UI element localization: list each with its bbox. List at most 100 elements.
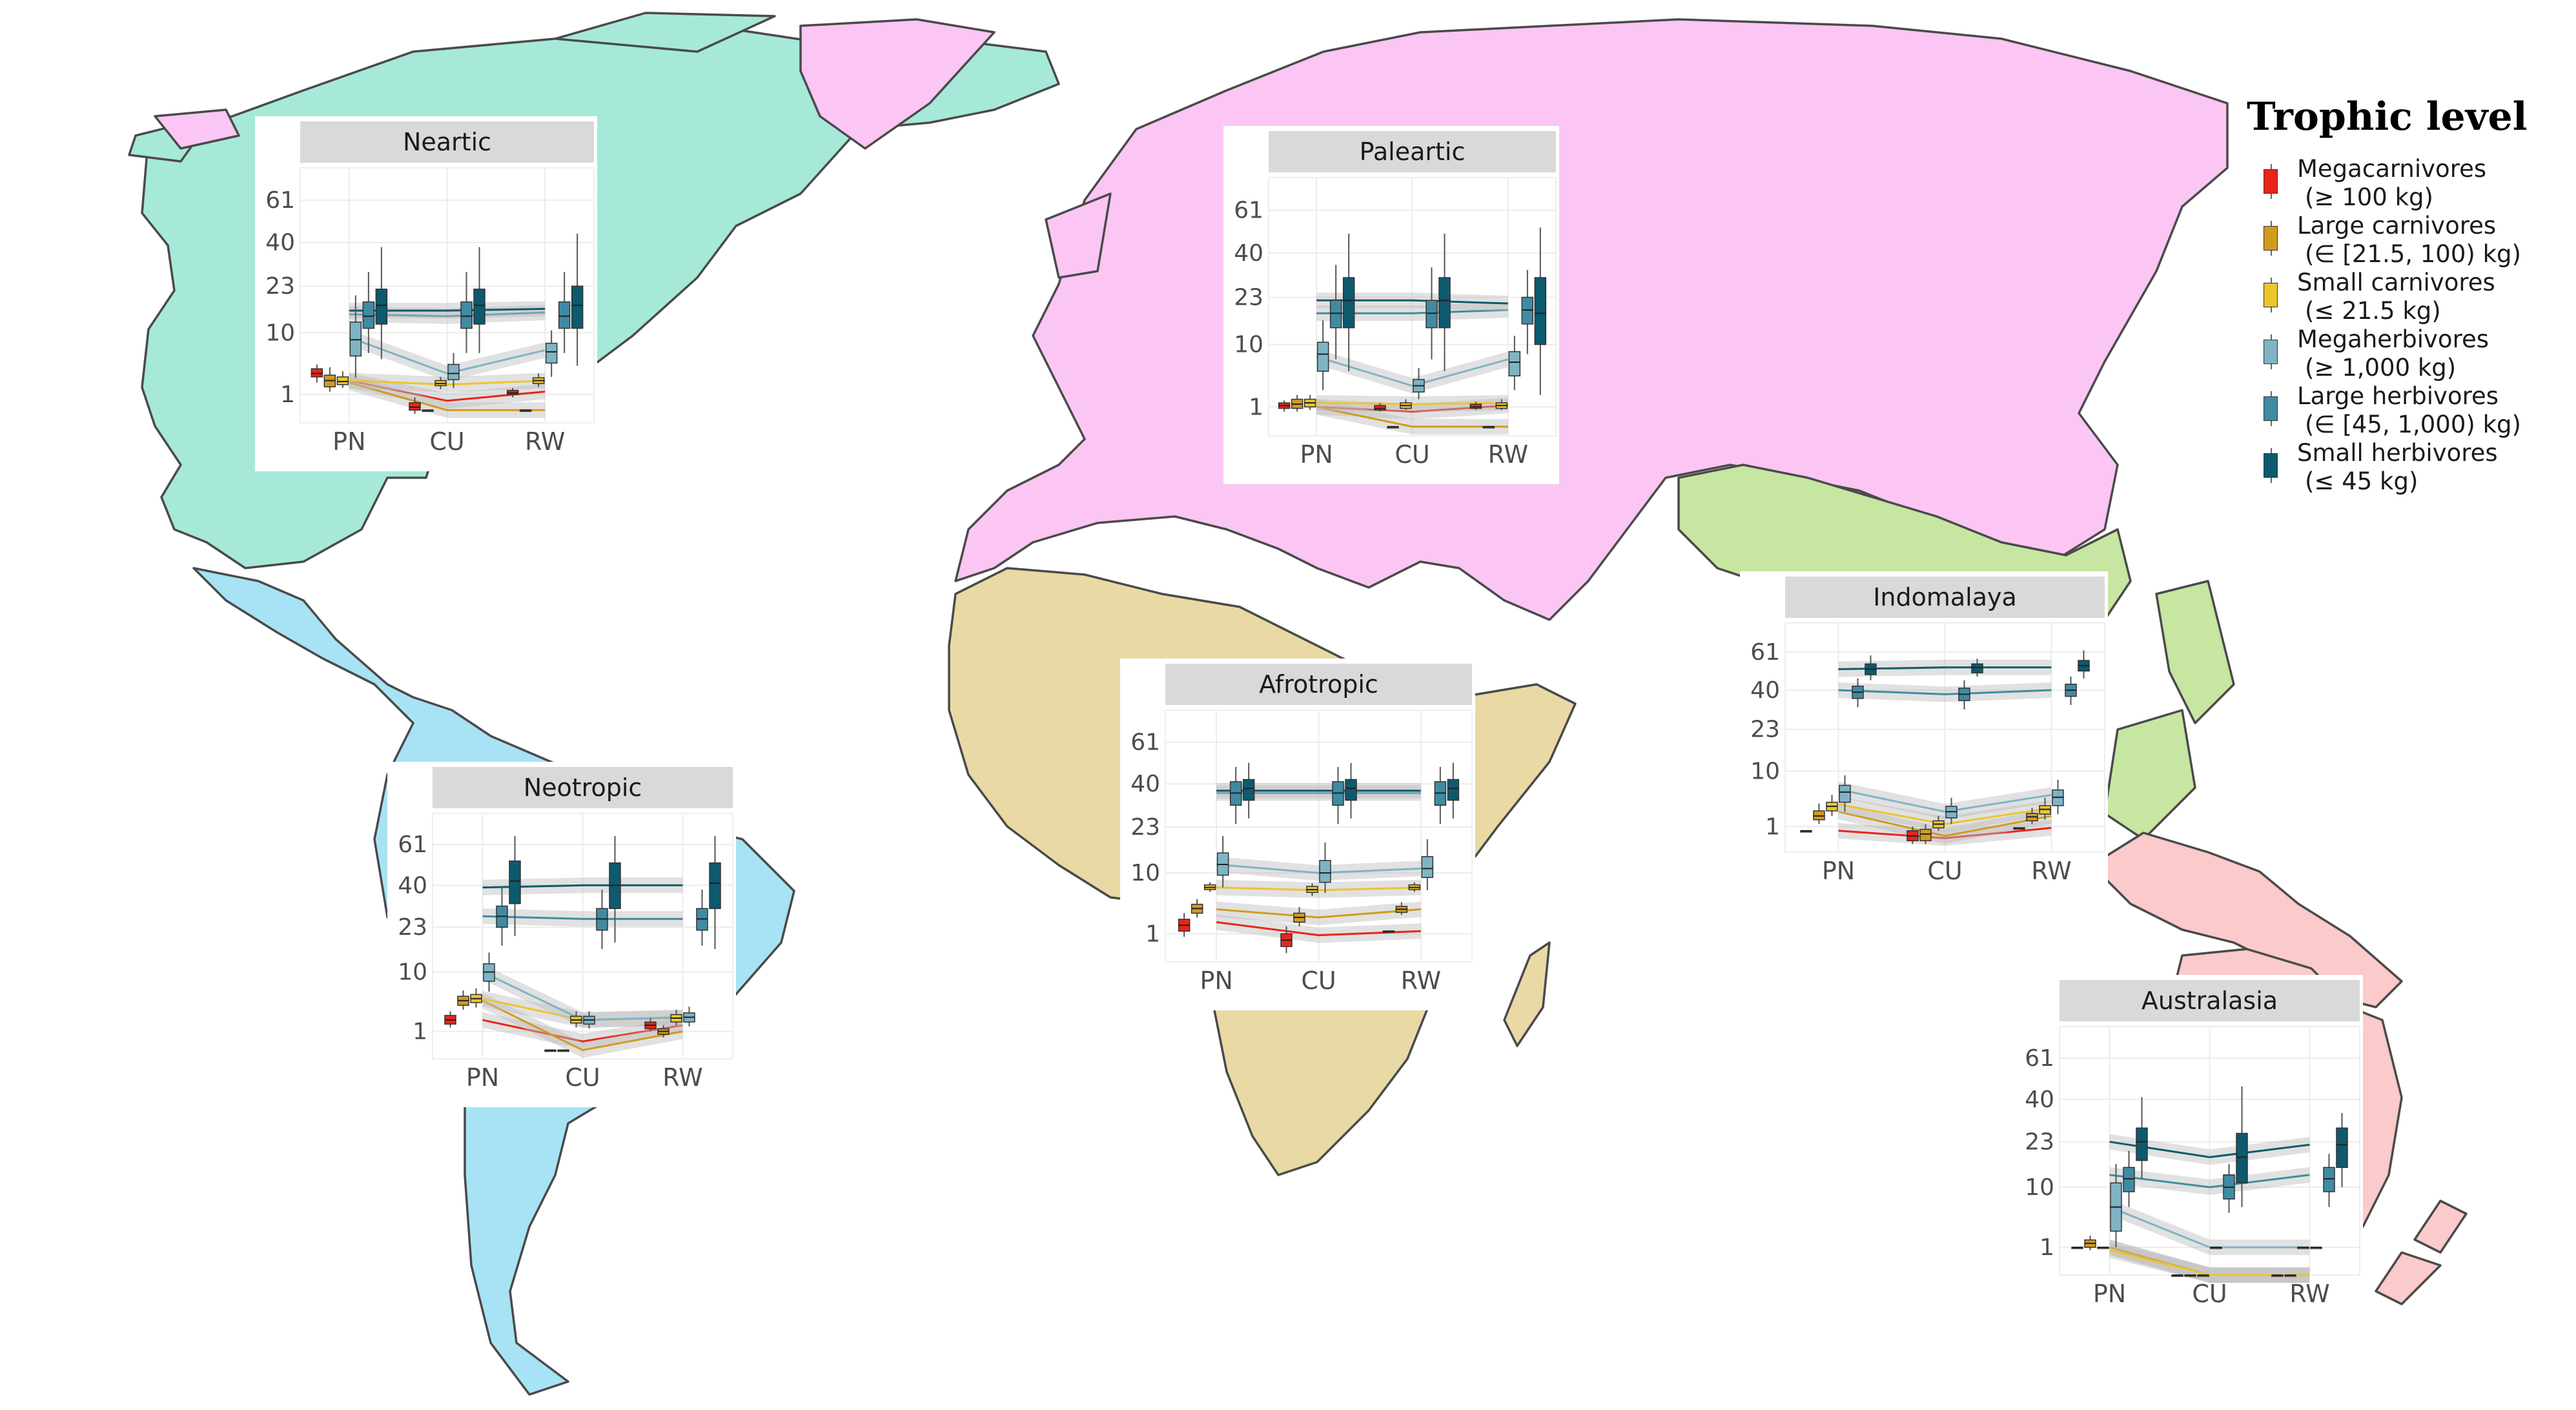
confidence-band <box>1838 781 2052 820</box>
confidence-band <box>1838 796 2052 832</box>
confidence-band <box>2109 1239 2310 1283</box>
x-tick-label: CU <box>1395 440 1429 469</box>
y-tick-label: 61 <box>1130 729 1160 755</box>
y-tick-label: 61 <box>398 832 427 858</box>
box <box>1319 860 1331 883</box>
y-tick-label: 10 <box>1234 332 1263 358</box>
legend-sublabel: (≤ 45 kg) <box>2305 467 2418 495</box>
panel-australasia: Australasia 1 10 23 40 61 PN CU RW <box>2014 975 2363 1323</box>
y-tick-label: 61 <box>1750 639 1780 666</box>
panel-title: Indomalaya <box>1785 577 2105 618</box>
confidence-band <box>1216 914 1421 943</box>
y-tick-label: 23 <box>398 914 427 941</box>
trend-line <box>482 1019 683 1043</box>
y-tick-label: 1 <box>2039 1234 2054 1261</box>
y-tick-label: 1 <box>413 1019 427 1045</box>
box <box>362 301 375 329</box>
legend-key <box>2264 334 2279 369</box>
legend-label: Small carnivores <box>2297 269 2495 296</box>
legend-item-small-carnivores: Small carnivores (≤ 21.5 kg) <box>2240 269 2570 325</box>
y-tick-label: 10 <box>1750 758 1780 784</box>
box <box>1374 405 1386 411</box>
box <box>571 285 584 329</box>
y-tick-label: 23 <box>2025 1129 2054 1156</box>
x-tick-label: PN <box>466 1063 499 1092</box>
trend-line <box>1216 863 1421 874</box>
panel-title: Afrotropic <box>1165 664 1472 705</box>
box <box>1242 779 1255 801</box>
legend-label: Megaherbivores <box>2297 325 2489 353</box>
y-tick-label: 23 <box>1234 285 1263 311</box>
confidence-band <box>1316 399 1508 434</box>
legend-key <box>2264 391 2279 426</box>
confidence-band <box>349 373 546 409</box>
legend-item-megaherbivores: Megaherbivores (≥ 1,000 kg) <box>2240 325 2570 382</box>
trend-line <box>2109 1174 2310 1189</box>
plot-indomalaya: 1 10 23 40 61 PN CU RW <box>1750 622 2105 885</box>
box <box>2336 1127 2348 1169</box>
legend-swatch <box>2264 340 2278 364</box>
confidence-band <box>349 373 546 393</box>
legend-label: Megacarnivores <box>2297 155 2487 183</box>
trend-line <box>1838 788 2052 813</box>
y-tick-label: 10 <box>265 320 295 346</box>
legend-swatch <box>2264 226 2278 250</box>
legend-sublabel: (≥ 1,000 kg) <box>2305 354 2457 382</box>
y-tick-label: 10 <box>2025 1174 2054 1201</box>
box <box>709 862 721 910</box>
plot-afrotropic: 1 10 23 40 61 PN CU RW <box>1130 710 1473 995</box>
box <box>1508 351 1521 377</box>
trend-line <box>482 915 683 920</box>
panel-title: Australasia <box>2060 980 2360 1021</box>
y-tick-label: 23 <box>1750 717 1780 743</box>
plot-paleartic: 1 10 23 40 61 PN CU RW <box>1234 177 1557 469</box>
region-greenland <box>799 18 996 150</box>
y-tick-label: 1 <box>280 382 295 408</box>
box <box>558 301 571 329</box>
legend-label: Large carnivores <box>2297 212 2497 240</box>
panel-afrotropic: Afrotropic 1 10 23 40 61 PN CU RW <box>1120 659 1475 1010</box>
region-australasia <box>2090 832 2403 1008</box>
plot-australasia: 1 10 23 40 61 PN CU RW <box>2025 1026 2360 1308</box>
y-tick-label: 10 <box>398 959 427 986</box>
confidence-band <box>1216 901 1421 926</box>
x-tick-label: PN <box>332 427 365 456</box>
legend-item-large-carnivores: Large carnivores (∈ [21.5, 100) kg) <box>2240 212 2570 269</box>
legend-label: Small herbivores <box>2297 439 2498 467</box>
y-tick-label: 61 <box>1234 198 1263 224</box>
confidence-band <box>2109 1167 2310 1195</box>
box <box>1342 277 1355 329</box>
confidence-band <box>1216 856 1421 881</box>
trend-line <box>1838 826 2052 839</box>
plot-neotropic: 1 10 23 40 61 PN CU RW <box>398 813 733 1092</box>
y-tick-label: 40 <box>1130 771 1160 797</box>
panel-indomalaya: Indomalaya 1 10 23 40 61 PN CU RW <box>1740 571 2108 901</box>
x-tick-label: CU <box>565 1063 600 1092</box>
region-paleartic <box>954 18 2229 621</box>
y-tick-label: 1 <box>1249 394 1263 420</box>
y-tick-label: 40 <box>398 872 427 899</box>
panel-paleartic: Paleartic 1 10 23 40 61 PN CU RW <box>1223 126 1559 484</box>
plot-neartic: 1 10 23 40 61 PN CU RW <box>265 167 595 456</box>
trend-line <box>482 999 683 1052</box>
legend-swatch <box>2264 283 2278 307</box>
y-tick-label: 61 <box>2025 1045 2054 1072</box>
x-tick-label: PN <box>1300 440 1333 469</box>
box <box>2123 1167 2135 1192</box>
x-tick-label: CU <box>429 427 464 456</box>
legend-item-large-herbivores: Large herbivores (∈ [45, 1,000) kg) <box>2240 382 2570 439</box>
panel-neartic: Neartic 1 10 23 40 61 PN CU RW <box>255 116 597 471</box>
legend-swatch <box>2264 396 2278 421</box>
legend-item-megacarnivores: Megacarnivores (≥ 100 kg) <box>2240 155 2570 212</box>
y-tick-label: 23 <box>1130 814 1160 841</box>
panel-neotropic: Neotropic 1 10 23 40 61 PN CU RW <box>387 762 736 1107</box>
confidence-band <box>2109 1239 2310 1283</box>
trend-line <box>2109 1206 2310 1249</box>
confidence-band <box>482 877 683 895</box>
y-tick-label: 1 <box>1145 921 1160 947</box>
box <box>460 301 473 329</box>
box <box>1447 779 1460 801</box>
legend-swatch <box>2264 453 2278 478</box>
box <box>2236 1132 2248 1183</box>
legend: Trophic level Megacarnivores (≥ 100 kg) L… <box>2240 90 2570 504</box>
